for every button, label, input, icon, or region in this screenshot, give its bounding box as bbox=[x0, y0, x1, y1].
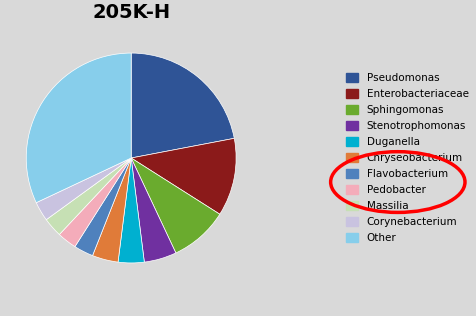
Wedge shape bbox=[26, 53, 131, 203]
Wedge shape bbox=[118, 158, 144, 263]
Title: 205K-H: 205K-H bbox=[92, 3, 170, 22]
Wedge shape bbox=[131, 158, 219, 253]
Wedge shape bbox=[92, 158, 131, 262]
Wedge shape bbox=[46, 158, 131, 234]
Wedge shape bbox=[75, 158, 131, 256]
Wedge shape bbox=[59, 158, 131, 246]
Wedge shape bbox=[36, 158, 131, 220]
Legend: Pseudomonas, Enterobacteriaceae, Sphingomonas, Stenotrophomonas, Duganella, Chry: Pseudomonas, Enterobacteriaceae, Sphingo… bbox=[342, 70, 471, 246]
Wedge shape bbox=[131, 158, 176, 262]
Wedge shape bbox=[131, 138, 236, 214]
Wedge shape bbox=[131, 53, 234, 158]
